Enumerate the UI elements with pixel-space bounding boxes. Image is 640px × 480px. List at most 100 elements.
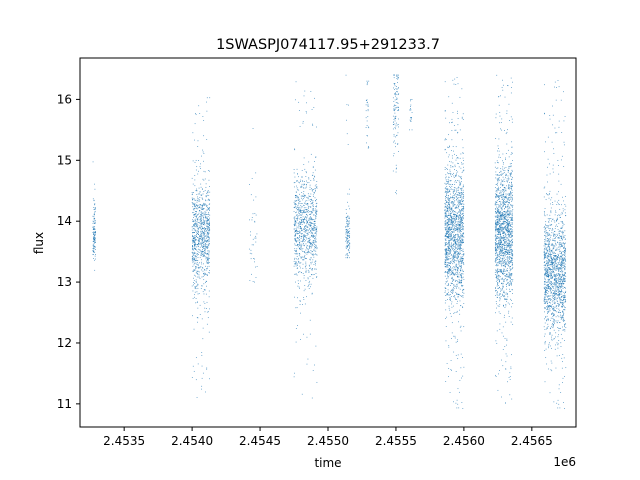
data-point bbox=[497, 231, 498, 232]
data-point bbox=[448, 233, 450, 235]
data-point bbox=[460, 236, 462, 238]
data-point bbox=[454, 200, 456, 202]
data-point bbox=[347, 193, 349, 195]
data-point bbox=[451, 278, 453, 280]
data-point bbox=[410, 109, 412, 111]
data-point bbox=[193, 257, 195, 259]
data-point bbox=[461, 208, 463, 210]
data-point bbox=[198, 237, 200, 239]
data-point bbox=[296, 180, 298, 182]
data-point bbox=[447, 275, 449, 277]
data-point bbox=[445, 326, 447, 327]
data-point bbox=[445, 202, 447, 203]
data-point bbox=[208, 240, 210, 242]
data-point bbox=[201, 213, 203, 215]
data-point bbox=[447, 266, 449, 268]
data-point bbox=[497, 162, 498, 163]
data-point bbox=[463, 195, 465, 197]
data-point bbox=[306, 232, 308, 234]
data-point bbox=[459, 96, 461, 98]
data-point bbox=[498, 198, 500, 200]
data-point bbox=[315, 247, 317, 249]
data-point bbox=[505, 177, 506, 179]
data-point bbox=[496, 256, 498, 258]
data-point bbox=[349, 228, 351, 229]
data-point bbox=[501, 237, 503, 239]
data-point bbox=[94, 239, 96, 241]
data-point bbox=[198, 241, 200, 243]
data-point bbox=[316, 187, 318, 189]
data-point bbox=[509, 249, 511, 251]
data-point bbox=[298, 239, 300, 240]
data-point bbox=[512, 204, 514, 206]
data-point bbox=[296, 273, 297, 275]
data-point bbox=[209, 270, 210, 271]
data-point bbox=[93, 221, 95, 223]
data-point bbox=[194, 213, 196, 215]
data-point bbox=[207, 258, 209, 260]
data-point bbox=[194, 200, 196, 201]
data-point bbox=[445, 206, 447, 208]
data-point bbox=[314, 175, 315, 177]
data-point bbox=[254, 221, 256, 223]
data-point bbox=[308, 218, 310, 220]
data-point bbox=[444, 302, 446, 304]
data-point bbox=[463, 253, 465, 254]
data-point bbox=[461, 216, 463, 217]
data-point bbox=[506, 143, 508, 145]
data-point bbox=[193, 221, 195, 223]
data-point bbox=[304, 257, 306, 259]
data-point bbox=[447, 232, 449, 234]
data-point bbox=[458, 239, 459, 241]
data-point bbox=[199, 238, 201, 239]
data-point bbox=[495, 265, 497, 266]
data-point bbox=[192, 219, 194, 221]
data-point bbox=[500, 238, 501, 240]
data-point bbox=[192, 365, 194, 367]
data-point bbox=[461, 209, 463, 211]
data-point bbox=[453, 335, 455, 337]
data-point bbox=[504, 222, 506, 224]
data-point bbox=[298, 226, 300, 227]
data-point bbox=[509, 232, 511, 234]
data-point bbox=[495, 177, 497, 179]
data-point bbox=[251, 273, 252, 275]
data-point bbox=[507, 253, 509, 255]
data-point bbox=[311, 229, 313, 231]
data-point bbox=[448, 237, 450, 239]
data-point bbox=[392, 128, 394, 130]
data-point bbox=[459, 184, 461, 186]
data-point bbox=[457, 187, 459, 189]
data-point bbox=[460, 247, 462, 249]
data-point bbox=[196, 284, 198, 286]
data-point bbox=[303, 95, 305, 97]
data-point bbox=[495, 221, 496, 223]
data-point bbox=[301, 224, 303, 225]
data-point bbox=[454, 295, 456, 296]
data-point bbox=[461, 240, 463, 242]
data-point bbox=[509, 394, 511, 396]
data-point bbox=[313, 242, 314, 244]
data-point bbox=[447, 246, 449, 248]
data-point bbox=[510, 245, 512, 246]
data-point bbox=[206, 253, 208, 255]
data-point bbox=[297, 259, 299, 261]
data-point bbox=[447, 188, 449, 190]
data-point bbox=[92, 222, 94, 224]
data-point bbox=[456, 197, 458, 199]
data-point bbox=[454, 243, 456, 245]
data-point bbox=[458, 206, 459, 207]
data-point bbox=[367, 135, 368, 137]
data-point bbox=[461, 219, 463, 221]
data-point bbox=[462, 201, 464, 203]
data-point bbox=[504, 298, 505, 300]
data-point bbox=[505, 240, 507, 242]
data-point bbox=[206, 213, 208, 215]
data-point bbox=[505, 225, 506, 227]
data-point bbox=[445, 198, 446, 200]
data-point bbox=[453, 235, 455, 237]
data-point bbox=[456, 311, 458, 313]
data-point bbox=[304, 218, 305, 220]
data-point bbox=[498, 245, 500, 247]
data-point bbox=[348, 245, 349, 246]
